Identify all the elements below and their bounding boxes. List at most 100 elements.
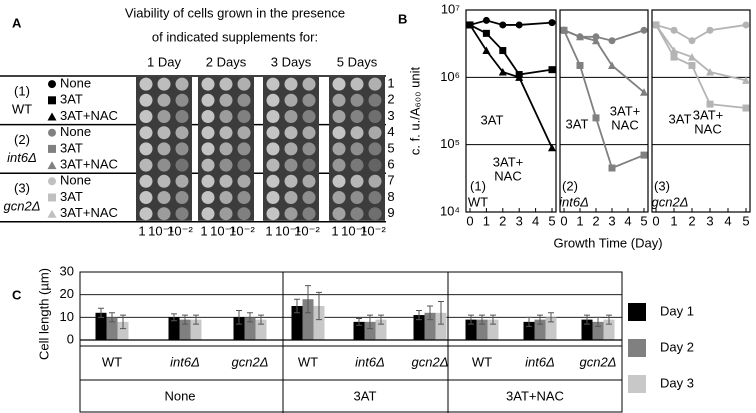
x-tick-label: 5 — [548, 213, 555, 228]
cell-spot — [175, 158, 189, 172]
x-tick-label: 0 — [652, 213, 659, 228]
cell-spot — [266, 174, 280, 188]
point — [640, 88, 648, 96]
symbol — [48, 177, 56, 186]
symbol — [48, 128, 56, 137]
cell-spot — [266, 77, 280, 91]
annotation: NAC — [611, 117, 638, 132]
symbol — [48, 96, 56, 105]
y-tick-label: 30 — [60, 263, 74, 278]
category-label: gcn2Δ — [412, 354, 449, 369]
point — [706, 68, 714, 76]
cell-spot — [302, 158, 316, 172]
error-bar — [305, 285, 311, 314]
cell-spot — [201, 174, 215, 188]
error-bar — [490, 314, 496, 325]
category-label: gcn2Δ — [232, 354, 269, 369]
error-bar — [120, 314, 126, 330]
cell-spot — [219, 126, 233, 140]
x-tick-label: 0 — [560, 213, 567, 228]
bar — [413, 315, 425, 340]
cell-spot — [368, 174, 382, 188]
point — [670, 46, 678, 55]
point — [706, 100, 714, 108]
bar — [581, 319, 593, 340]
point — [515, 73, 524, 81]
bar — [168, 317, 180, 340]
bar — [534, 319, 546, 340]
cell-spot — [139, 158, 153, 172]
cell-spot — [237, 110, 251, 123]
cell-spot — [332, 77, 346, 91]
bar — [476, 319, 488, 340]
strain-name: int6Δ — [7, 150, 37, 165]
y-tick-label: 20 — [60, 286, 74, 301]
supplement: 3AT+NAC — [60, 108, 118, 123]
x-tick-label: 4 — [532, 213, 539, 228]
supplement: 3AT — [60, 140, 83, 155]
dilution-label: 1 — [138, 223, 145, 238]
cell-spot — [175, 110, 189, 123]
point — [560, 26, 568, 34]
point — [640, 151, 648, 159]
point — [652, 20, 660, 29]
legend-label: Day 3 — [660, 375, 694, 390]
cell-spot — [302, 174, 316, 188]
cell-spot — [157, 110, 171, 123]
row-number: 8 — [387, 189, 394, 204]
cell-spot — [266, 207, 280, 221]
x-tick-label: 1 — [670, 213, 677, 228]
bar — [291, 306, 303, 340]
symbol — [48, 193, 56, 202]
cell-spot — [302, 77, 316, 91]
error-bar — [537, 314, 543, 325]
cell-spot — [139, 174, 153, 188]
point — [482, 46, 491, 55]
symbol — [48, 80, 56, 89]
cell-spot — [139, 191, 153, 204]
error-bar — [438, 300, 444, 325]
category-label: int6Δ — [355, 354, 385, 369]
cell-spot — [175, 93, 189, 107]
dilution-label: 10⁻¹ — [341, 223, 367, 238]
cell-spot — [368, 110, 382, 123]
cell-spot — [302, 191, 316, 204]
cell-spot — [175, 142, 189, 156]
point — [548, 19, 556, 27]
cell-spot — [237, 126, 251, 140]
error-bar — [526, 316, 532, 327]
cell-spot — [350, 110, 364, 123]
error-bar — [427, 305, 433, 321]
cell-spot — [201, 77, 215, 91]
plot-frame — [559, 9, 649, 213]
dilution-label: 10⁻² — [294, 223, 320, 238]
dilution-label: 1 — [331, 223, 338, 238]
column-header: 1 Day — [147, 54, 181, 69]
error-bar — [468, 314, 474, 325]
cell-spot — [284, 158, 298, 172]
error-bar — [109, 312, 115, 323]
cell-spot — [157, 77, 171, 91]
cell-spot — [237, 142, 251, 156]
point — [742, 76, 750, 84]
group-label: 3AT — [354, 388, 377, 403]
cell-spot — [237, 77, 251, 91]
cell-spot — [350, 93, 364, 107]
cell-spot — [284, 207, 298, 221]
x-tick-label: 5 — [640, 213, 647, 228]
strain-number: (3) — [14, 181, 30, 196]
x-tick-label: 2 — [499, 213, 506, 228]
point — [482, 29, 490, 37]
cell-spot — [284, 191, 298, 204]
cell-spot — [175, 77, 189, 91]
annotation: 3AT+ — [493, 154, 523, 169]
y-axis-label: Cell length (µm) — [36, 268, 51, 360]
point — [466, 20, 474, 29]
legend-swatch — [628, 303, 646, 321]
point — [706, 26, 714, 34]
annotation: (1) — [470, 178, 486, 193]
bar — [435, 312, 447, 340]
cell-spot — [139, 142, 153, 156]
x-axis-label: Growth Time (Day) — [553, 235, 662, 250]
